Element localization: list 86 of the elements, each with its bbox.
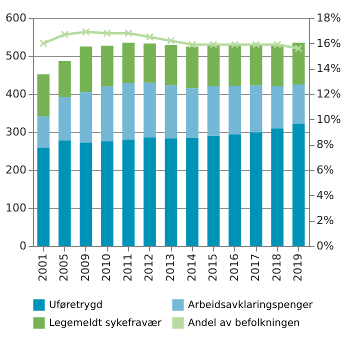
x-tick-label: 2015	[206, 254, 220, 282]
y2-tick-label: 10%	[316, 112, 341, 126]
bar	[58, 140, 71, 246]
bar	[228, 44, 241, 86]
x-tick-label: 2010	[100, 254, 114, 282]
point	[124, 29, 132, 38]
x-tick-label: 2009	[78, 254, 92, 282]
y2-tick-label: 2%	[316, 214, 334, 228]
bar	[80, 142, 92, 246]
point	[273, 40, 282, 49]
bar	[58, 60, 71, 98]
bar	[292, 124, 305, 246]
bar	[207, 136, 220, 246]
x-tick-label: 2012	[142, 254, 156, 282]
bar	[37, 74, 50, 116]
legend-label: Arbeidsavklaringspenger	[188, 300, 314, 311]
x-tick-label: 2016	[228, 254, 241, 282]
legend-label: Andel av befolkningen	[188, 318, 300, 329]
x-tick-label: 2014	[185, 254, 198, 282]
bar	[250, 132, 262, 246]
bar	[186, 138, 198, 246]
bar	[80, 46, 92, 92]
y2-tick-label: 8%	[316, 138, 334, 152]
y-tick-label: 400	[6, 88, 26, 100]
point	[230, 40, 239, 49]
bar	[250, 44, 262, 86]
bar	[186, 88, 198, 138]
bar	[37, 116, 50, 148]
bar	[292, 84, 305, 124]
point	[60, 30, 69, 38]
bar	[271, 128, 284, 246]
bar	[271, 44, 284, 86]
x-tick-label: 2001	[36, 254, 50, 282]
y2-tick-label: 4%	[316, 188, 334, 202]
y-tick-label: 200	[6, 164, 26, 176]
bar	[101, 46, 114, 86]
point	[146, 33, 154, 41]
y-tick-label: 0	[20, 240, 26, 252]
bar	[207, 86, 220, 136]
point	[188, 40, 196, 49]
point	[167, 36, 175, 45]
bar	[122, 42, 135, 83]
x-tick-label: 2013	[164, 254, 177, 282]
y2-tick-label: 18%	[316, 12, 341, 24]
bar	[271, 86, 284, 128]
bar	[164, 138, 178, 246]
legend-label: Uføretrygd	[49, 300, 103, 311]
bar	[58, 97, 71, 140]
y-tick-label: 500	[6, 50, 26, 62]
x-tick-label: 2011	[121, 254, 134, 282]
point	[252, 40, 260, 49]
y2-tick-label: 14%	[316, 62, 341, 76]
bar	[292, 42, 305, 84]
bar	[164, 85, 178, 138]
bar	[101, 141, 114, 246]
bar	[37, 148, 50, 246]
legend-label: Legemeldt sykefravær	[49, 318, 162, 329]
x-tick-label: 2017	[249, 254, 262, 282]
bar	[164, 44, 178, 86]
point	[103, 29, 112, 38]
y2-tick-label: 0%	[316, 240, 334, 252]
bar	[122, 82, 135, 140]
x-tick-label: 2005	[58, 254, 71, 282]
x-tick-label: 2018	[270, 254, 284, 282]
y-tick-label: 600	[6, 12, 26, 24]
bar	[228, 134, 241, 246]
y2-tick-label: 12%	[316, 88, 341, 100]
bar	[186, 46, 198, 88]
y-tick-label: 300	[6, 126, 26, 138]
point	[210, 40, 218, 49]
bar	[207, 44, 220, 86]
x-tick-label: 2019	[292, 254, 305, 282]
bar	[144, 82, 156, 138]
point	[82, 28, 90, 36]
bar	[101, 86, 114, 142]
bar	[228, 86, 241, 134]
y-tick-label: 100	[6, 202, 26, 214]
point	[40, 39, 48, 48]
bar	[80, 92, 92, 143]
bar	[144, 43, 156, 83]
bar	[250, 85, 262, 132]
bar	[122, 140, 135, 246]
bar	[144, 137, 156, 246]
y2-tick-label: 6%	[316, 164, 334, 176]
y2-tick-label: 16%	[316, 36, 341, 50]
point	[294, 44, 302, 52]
